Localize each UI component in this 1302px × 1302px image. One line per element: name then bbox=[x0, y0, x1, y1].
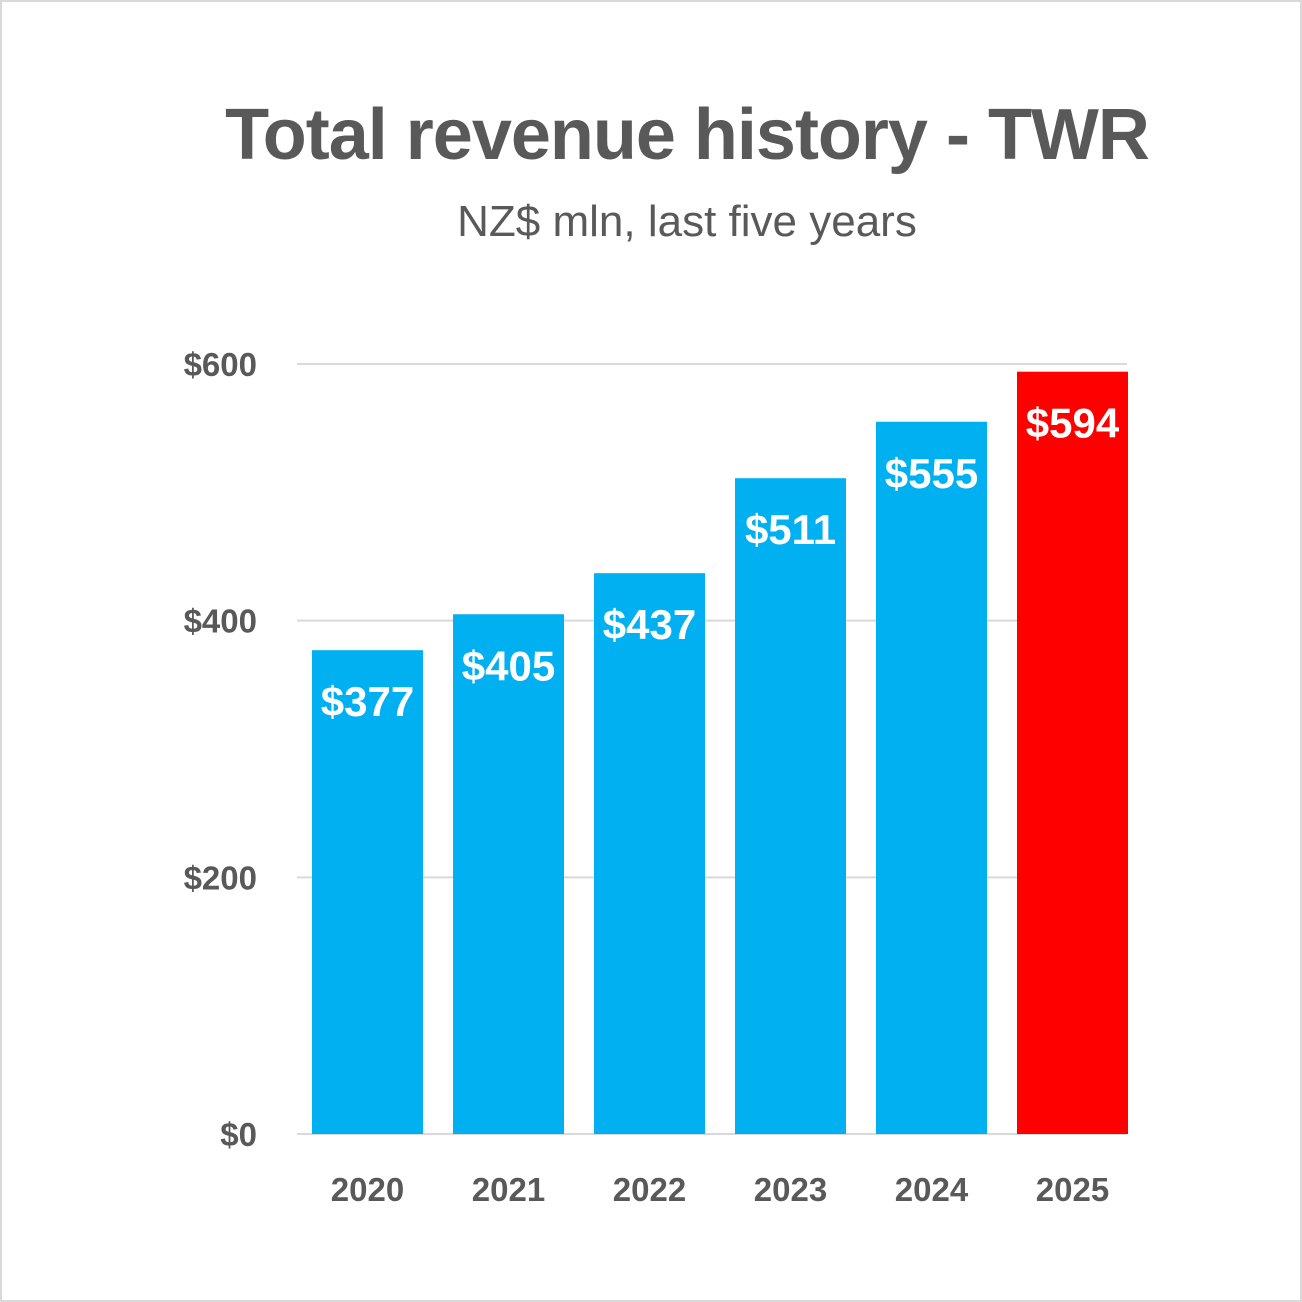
y-tick-label: $600 bbox=[184, 346, 257, 383]
x-tick-label: 2025 bbox=[1036, 1171, 1109, 1208]
bar bbox=[1017, 371, 1128, 1134]
y-tick-label: $400 bbox=[184, 603, 257, 640]
bar bbox=[594, 573, 705, 1134]
x-tick-label: 2020 bbox=[331, 1171, 404, 1208]
bar bbox=[312, 650, 423, 1134]
bar bbox=[735, 478, 846, 1134]
x-tick-label: 2024 bbox=[895, 1171, 969, 1208]
data-label: $594 bbox=[1026, 400, 1120, 447]
x-tick-label: 2023 bbox=[754, 1171, 827, 1208]
data-label: $437 bbox=[603, 601, 696, 648]
bar bbox=[876, 421, 987, 1134]
data-label: $405 bbox=[462, 642, 555, 689]
x-tick-label: 2022 bbox=[613, 1171, 686, 1208]
x-tick-label: 2021 bbox=[472, 1171, 545, 1208]
bar bbox=[453, 614, 564, 1134]
data-label: $511 bbox=[745, 506, 836, 553]
chart-subtitle: NZ$ mln, last five years bbox=[457, 197, 917, 246]
y-tick-label: $200 bbox=[184, 859, 257, 896]
chart-title: Total revenue history - TWR bbox=[225, 95, 1150, 175]
data-label: $555 bbox=[885, 450, 978, 497]
data-label: $377 bbox=[321, 678, 414, 725]
y-tick-label: $0 bbox=[220, 1116, 257, 1153]
